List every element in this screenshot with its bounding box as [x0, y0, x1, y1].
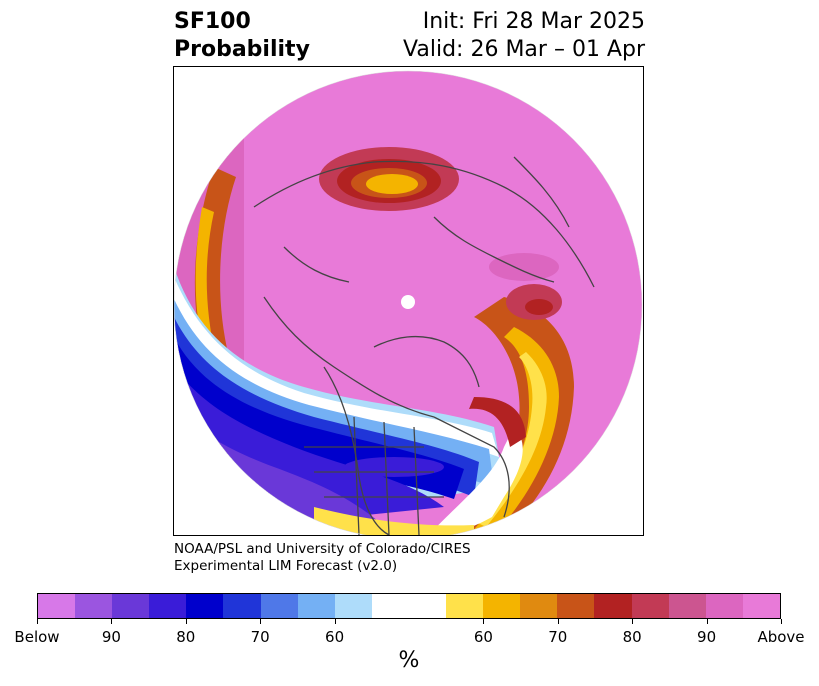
colorbar-units: %: [398, 648, 420, 673]
colorbar-segment: [149, 594, 187, 618]
colorbar-segment: [186, 594, 224, 618]
colorbar-segment: [260, 594, 298, 618]
credit-line1: NOAA/PSL and University of Colorado/CIRE…: [174, 541, 471, 557]
colorbar-segment: [38, 594, 76, 618]
title-variable-line1: SF100: [174, 9, 251, 34]
credit-line2: Experimental LIM Forecast (v2.0): [174, 558, 398, 574]
colorbar-tick-mark: [111, 619, 113, 624]
atlantic-warm-core: [476, 352, 547, 527]
colorbar-segment: [557, 594, 595, 618]
colorbar-segment: [520, 594, 558, 618]
colorbar-segment: [446, 594, 484, 618]
colorbar-tick-label: 80: [622, 628, 642, 646]
colorbar: [37, 593, 781, 619]
title-variable-line2: Probability: [174, 37, 310, 62]
colorbar-segment: [668, 594, 706, 618]
colorbar-tick-mark: [483, 619, 485, 624]
colorbar-tick-label: 60: [325, 628, 345, 646]
colorbar-tick-mark: [37, 619, 38, 624]
map-frame: [173, 66, 644, 536]
colorbar-segment: [705, 594, 743, 618]
colorbar-segment: [297, 594, 335, 618]
colorbar-segment: [408, 594, 447, 618]
colorbar-segment: [483, 594, 521, 618]
colorbar-segment: [223, 594, 261, 618]
colorbar-segment: [631, 594, 669, 618]
coastlines: [253, 156, 595, 535]
colorbar-segment: [371, 594, 409, 618]
colorbar-segment: [334, 594, 372, 618]
colorbar-tick-mark: [260, 619, 262, 624]
colorbar-tick-mark: [334, 619, 336, 624]
colorbar-tick-label: 70: [250, 628, 270, 646]
colorbar-segment: [742, 594, 780, 618]
colorbar-tick-label: 80: [176, 628, 196, 646]
title-variable: SF100 Probability: [174, 8, 310, 64]
colorbar-tick-label: 70: [548, 628, 568, 646]
polar-map: [174, 70, 643, 535]
colorbar-tick-label: 60: [473, 628, 493, 646]
colorbar-segment: [112, 594, 150, 618]
colorbar-tick-label: Above: [757, 628, 805, 646]
colorbar-tick-label: 90: [697, 628, 717, 646]
title-valid: Valid: 26 Mar – 01 Apr: [403, 37, 645, 62]
colorbar-tick-mark: [706, 619, 708, 624]
cold-band-white: [174, 277, 499, 457]
title-init: Init: Fri 28 Mar 2025: [422, 9, 645, 34]
pole-hole: [401, 295, 415, 309]
credit: NOAA/PSL and University of Colorado/CIRE…: [174, 541, 471, 575]
colorbar-tick-mark: [185, 619, 187, 624]
colorbar-tick-mark: [632, 619, 634, 624]
colorbar-segment: [75, 594, 113, 618]
colorbar-tick-mark: [557, 619, 559, 624]
colorbar-tick-label: Below: [14, 628, 60, 646]
colorbar-tick-label: 90: [101, 628, 121, 646]
title-dates: Init: Fri 28 Mar 2025 Valid: 26 Mar – 01…: [403, 8, 645, 64]
colorbar-segment: [594, 594, 632, 618]
colorbar-tick-mark: [781, 619, 782, 624]
